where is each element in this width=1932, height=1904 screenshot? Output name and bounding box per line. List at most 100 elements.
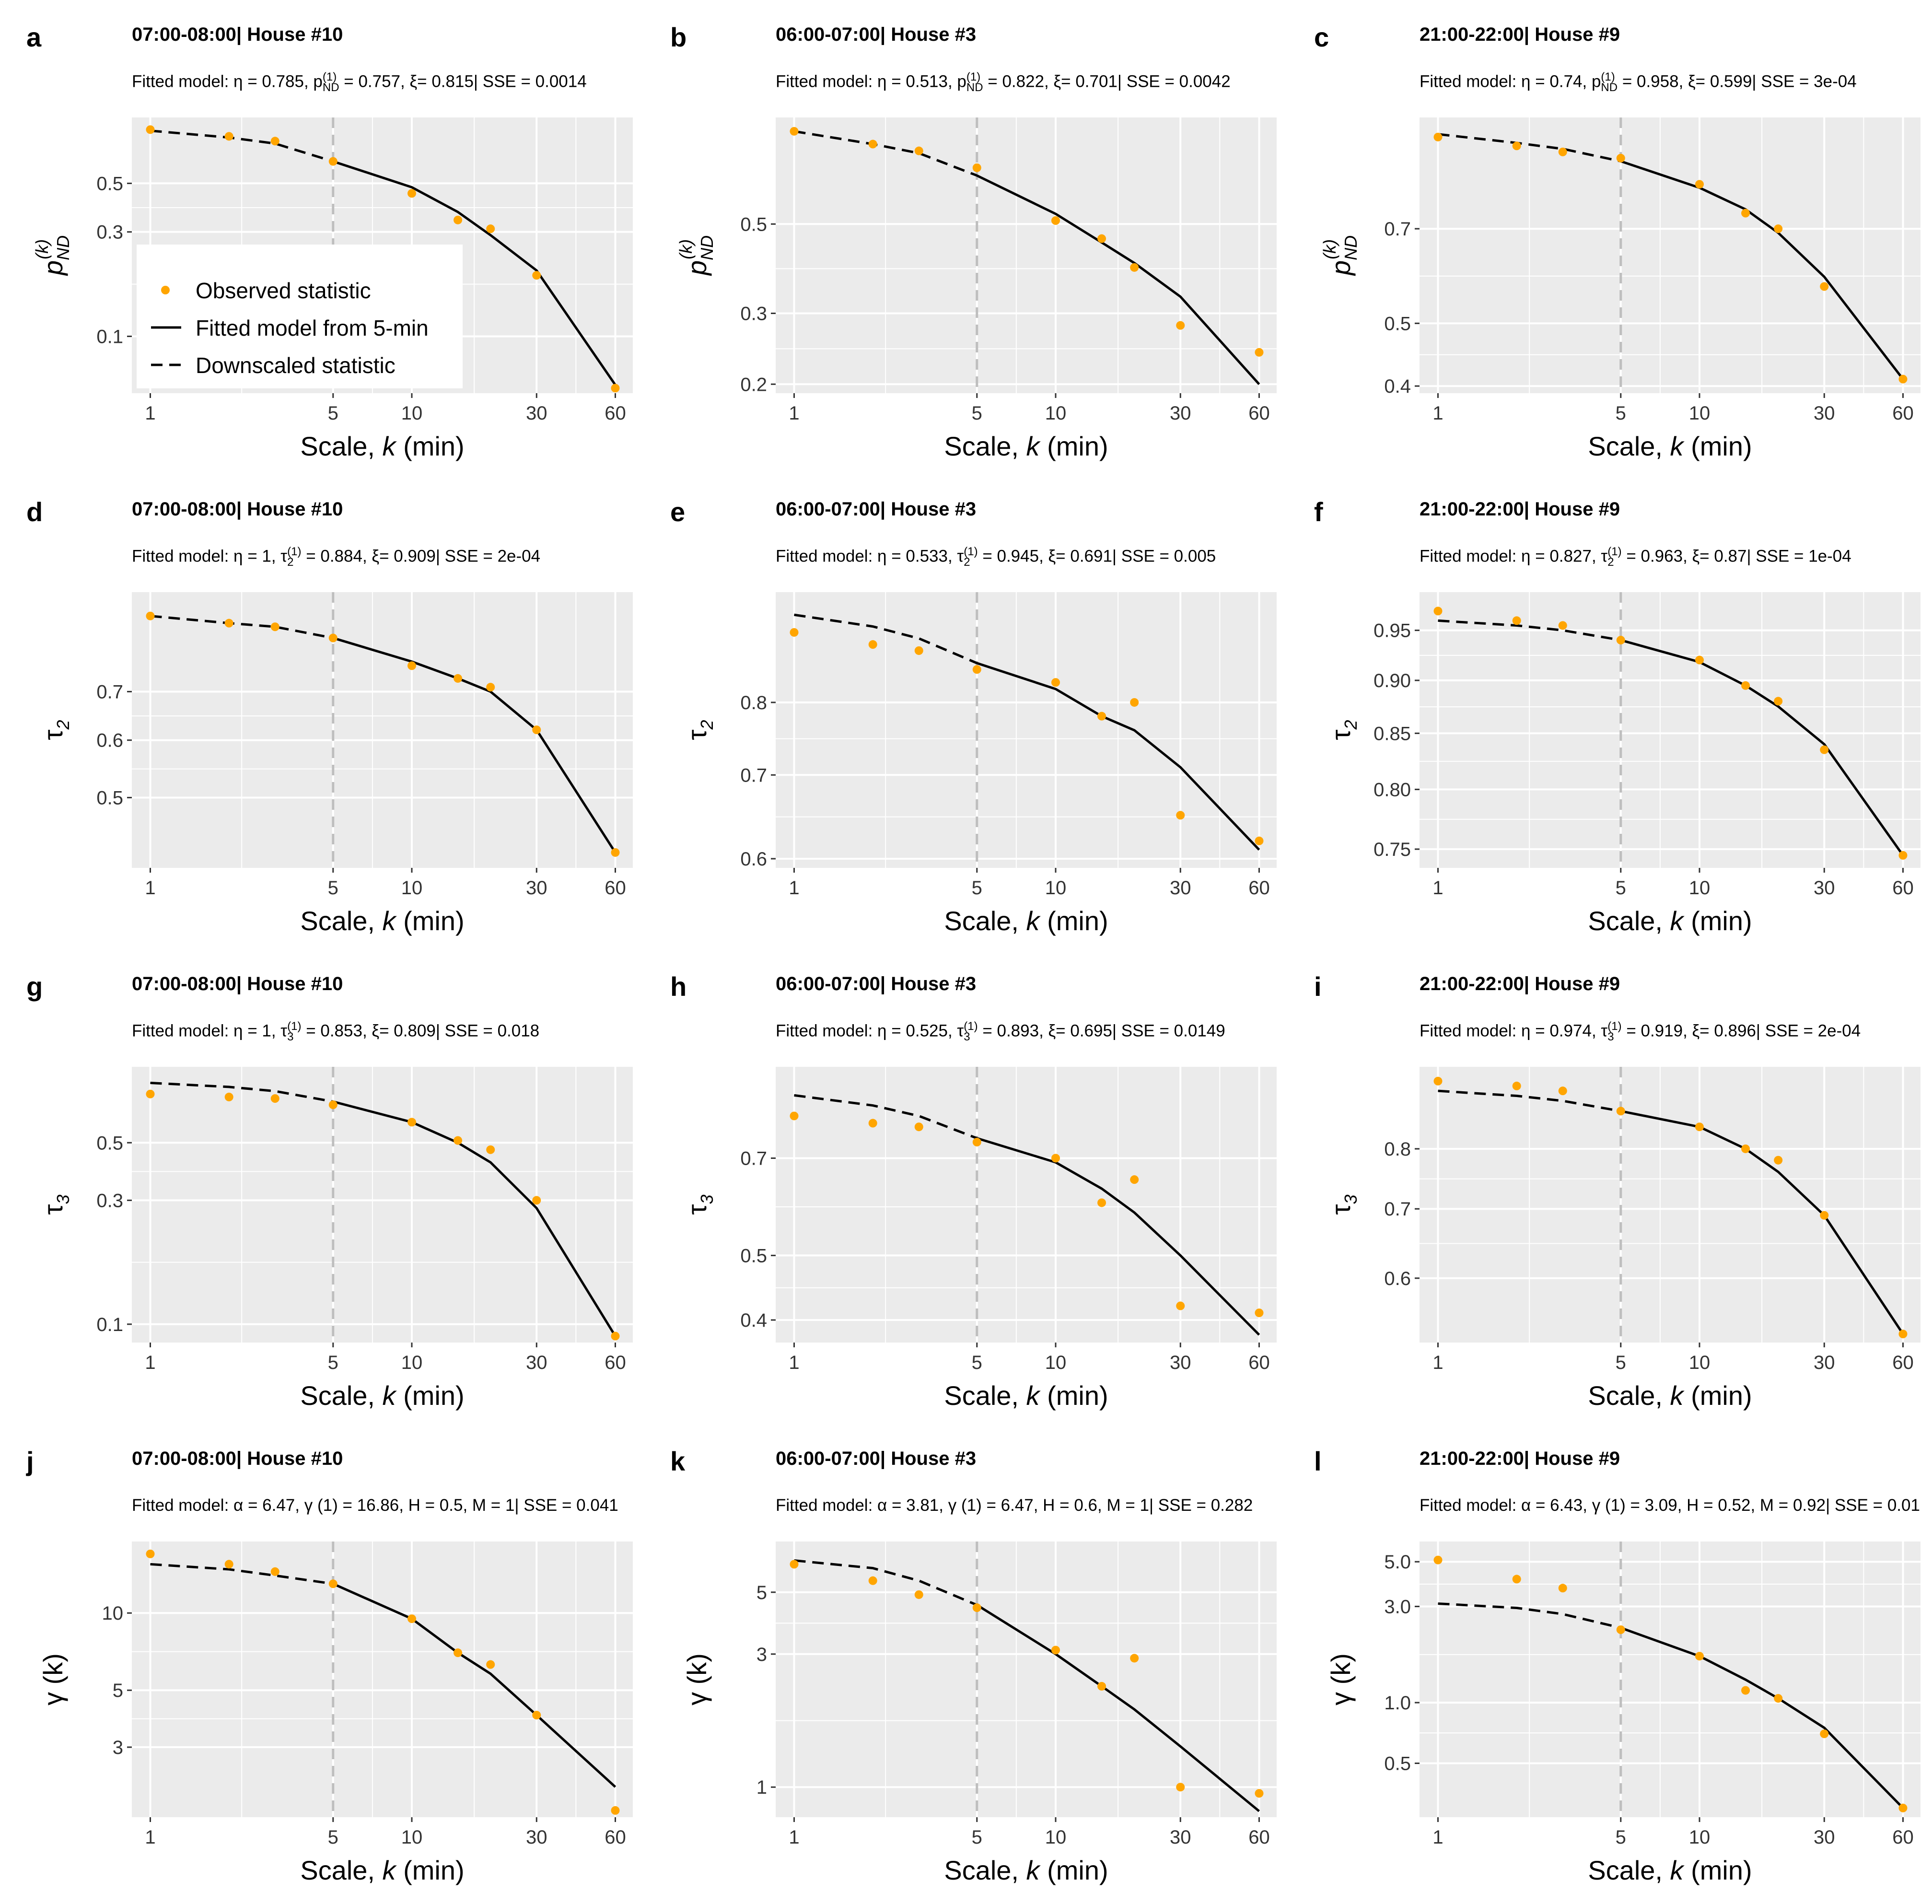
x-tick-label: 60: [605, 1352, 626, 1373]
observed-point: [1558, 147, 1567, 156]
observed-point: [611, 1332, 620, 1341]
plot-background: [1420, 1542, 1920, 1817]
y-axis-label-main: p: [1326, 260, 1356, 276]
observed-point: [1695, 1122, 1704, 1132]
x-tick-label: 60: [1248, 1827, 1270, 1848]
y-axis-label-sup: (k): [1320, 239, 1339, 259]
observed-point: [486, 683, 495, 692]
observed-point: [868, 1576, 877, 1585]
observed-point: [1741, 1144, 1750, 1153]
observed-point: [868, 1119, 877, 1128]
observed-point: [1433, 132, 1443, 141]
observed-point: [1741, 1686, 1750, 1695]
observed-point: [1616, 1625, 1625, 1634]
y-tick-label: 5.0: [1384, 1552, 1411, 1573]
x-axis-label: Scale, k (min): [1588, 1855, 1752, 1885]
x-axis-label: Scale, k (min): [944, 431, 1108, 461]
x-tick-label: 10: [1689, 877, 1711, 899]
subtitle-superscript: (1): [1607, 1020, 1622, 1033]
observed-point: [1255, 1308, 1264, 1318]
y-axis-label-sub: ND: [1341, 235, 1361, 260]
y-axis-label-main: γ (k): [38, 1653, 68, 1705]
x-axis-label-k: k: [383, 431, 397, 461]
observed-point: [407, 661, 417, 670]
fitted-model-subtitle: Fitted model: η = 1, τ (1) 2 = 0.884, ξ= 0…: [132, 545, 541, 569]
y-tick-label: 0.4: [1384, 376, 1411, 397]
observed-point: [486, 224, 495, 234]
observed-point: [1741, 681, 1750, 690]
y-axis-label-sup: (k): [676, 239, 696, 259]
observed-point: [1898, 374, 1908, 384]
downscaled-line: [1438, 1602, 1621, 1629]
plot-background: [776, 592, 1277, 868]
x-tick-label: 1: [1432, 877, 1443, 899]
observed-point: [1774, 224, 1783, 234]
observed-point: [914, 1122, 923, 1132]
y-tick-label: 5: [113, 1680, 123, 1701]
y-axis-label-main: τ: [682, 1204, 712, 1215]
observed-point: [1774, 1694, 1783, 1703]
y-axis-label-sub: 2: [53, 720, 73, 730]
observed-point: [1433, 1076, 1443, 1086]
x-tick-label: 5: [328, 1827, 338, 1848]
panel-title: 06:00-07:00| House #3: [776, 499, 977, 520]
y-tick-label: 5: [757, 1582, 767, 1603]
y-tick-label: 1.0: [1384, 1693, 1411, 1714]
observed-point: [1820, 1211, 1829, 1220]
subtitle-subscript: 2: [964, 556, 970, 569]
downscaled-line: [150, 129, 334, 163]
x-tick-label: 5: [972, 403, 982, 424]
subtitle-superscript: (1): [287, 1020, 302, 1033]
y-tick-label: 0.5: [96, 173, 123, 194]
observed-point: [532, 271, 541, 280]
x-tick-label: 5: [1616, 877, 1626, 899]
observed-point: [1097, 712, 1106, 721]
observed-point: [328, 633, 338, 642]
legend-key-observed: [161, 286, 170, 294]
panel-title: 21:00-22:00| House #9: [1420, 973, 1620, 994]
fitted-line: [333, 637, 617, 853]
y-axis-label: pND(k): [676, 235, 717, 276]
y-tick-label: 0.80: [1373, 779, 1411, 800]
y-tick-label: 0.6: [96, 730, 123, 751]
chart-l: 1 5 10 30 60 0.5 1.0 3.0 5.0 Scale, k (min) γ (k): [1326, 1542, 1920, 1885]
panel-d: d 07:00-08:00| House #10 Fitted model: η =…: [0, 475, 644, 949]
x-axis-label-k: k: [1670, 906, 1685, 936]
x-axis-label-k: k: [1670, 1380, 1685, 1411]
x-axis-label: Scale, k (min): [300, 906, 464, 936]
observed-point: [790, 628, 799, 637]
x-tick-label: 1: [145, 1352, 155, 1373]
y-tick-label: 0.85: [1373, 723, 1411, 744]
y-tick-label: 0.1: [96, 1314, 123, 1335]
observed-point: [868, 140, 877, 149]
x-tick-label: 30: [1170, 403, 1191, 424]
y-tick-label: 0.5: [740, 1245, 767, 1266]
observed-point: [454, 215, 463, 224]
x-tick-label: 10: [1045, 1827, 1067, 1848]
y-tick-label: 0.5: [1384, 313, 1411, 334]
panel-e: e 06:00-07:00| House #3 Fitted model: η = …: [644, 475, 1288, 949]
y-tick-label: 0.5: [96, 787, 123, 808]
panel-title: 21:00-22:00| House #9: [1420, 24, 1620, 45]
observed-point: [1433, 1555, 1443, 1565]
y-axis-label: γ (k): [682, 1653, 712, 1705]
panel-letter: k: [670, 1446, 686, 1476]
panel-letter: d: [26, 497, 43, 527]
observed-point: [1558, 1086, 1567, 1096]
observed-point: [914, 646, 923, 655]
x-axis-label-k: k: [1670, 1855, 1685, 1885]
observed-point: [1616, 1107, 1625, 1116]
y-axis-label: τ3: [682, 1194, 717, 1215]
x-tick-label: 1: [1432, 403, 1443, 424]
x-tick-label: 10: [1689, 1827, 1711, 1848]
x-tick-label: 1: [789, 1352, 799, 1373]
y-axis-label-main: p: [38, 260, 68, 276]
downscaled-line: [794, 130, 978, 177]
y-tick-label: 0.3: [96, 222, 123, 243]
x-axis-label: Scale, k (min): [944, 1855, 1108, 1885]
observed-point: [1774, 1156, 1783, 1165]
y-axis-label-main: γ (k): [682, 1653, 712, 1705]
observed-point: [328, 1579, 338, 1589]
chart-f: 1 5 10 30 60 0.75 0.80 0.85 0.90 0.95 Scale, k (mi…: [1326, 592, 1920, 936]
x-tick-label: 30: [1170, 1352, 1191, 1373]
